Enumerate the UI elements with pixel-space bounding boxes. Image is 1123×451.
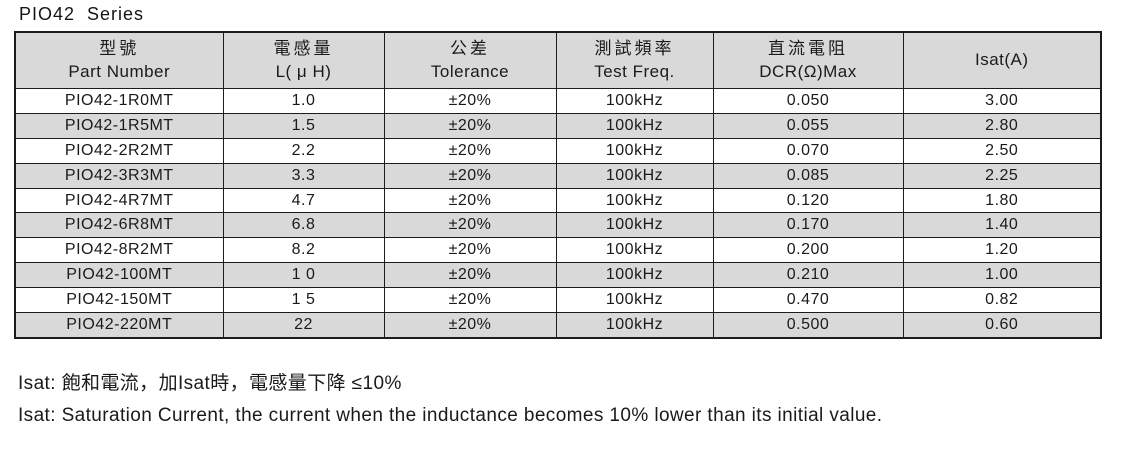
cell-tolerance: ±20% — [383, 162, 557, 189]
cell-dcr: 0.070 — [712, 137, 904, 164]
col-header-inductance-zh: 電感量 — [273, 38, 334, 58]
table-row: PIO42-150MT 1 5 ±20% 100kHz 0.470 0.82 — [14, 287, 1102, 314]
cell-dcr: 0.210 — [712, 262, 904, 289]
cell-isat: 1.80 — [902, 187, 1102, 214]
cell-test-freq: 100kHz — [555, 262, 714, 289]
cell-tolerance: ±20% — [383, 112, 557, 139]
cell-tolerance: ±20% — [383, 88, 557, 114]
table-row: PIO42-8R2MT 8.2 ±20% 100kHz 0.200 1.20 — [14, 237, 1102, 264]
cell-tolerance: ±20% — [383, 312, 557, 339]
cell-test-freq: 100kHz — [555, 112, 714, 139]
col-header-dcr-zh: 直流電阻 — [768, 38, 848, 58]
cell-isat: 1.20 — [902, 237, 1102, 264]
cell-part-number: PIO42-1R5MT — [14, 112, 224, 139]
cell-inductance: 6.8 — [222, 212, 385, 239]
cell-tolerance: ±20% — [383, 237, 557, 264]
cell-dcr: 0.120 — [712, 187, 904, 214]
cell-test-freq: 100kHz — [555, 312, 714, 339]
table-header: 型號 Part Number 電感量 L( μ H) 公差 Tolerance … — [14, 31, 1102, 89]
cell-inductance: 1.5 — [222, 112, 385, 139]
cell-inductance: 8.2 — [222, 237, 385, 264]
cell-tolerance: ±20% — [383, 137, 557, 164]
cell-isat: 2.25 — [902, 162, 1102, 189]
table-body: PIO42-1R0MT 1.0 ±20% 100kHz 0.050 3.00 PIO42-1… — [14, 88, 1102, 339]
cell-isat: 2.50 — [902, 137, 1102, 164]
page-title: PIO42 Series — [19, 4, 145, 24]
note-isat-zh: Isat: 飽和電流，加Isat時，電感量下降 ≤10% — [18, 373, 402, 394]
table-row: PIO42-4R7MT 4.7 ±20% 100kHz 0.120 1.80 — [14, 187, 1102, 214]
col-header-part-number-en: Part Number — [68, 62, 171, 82]
cell-tolerance: ±20% — [383, 212, 557, 239]
cell-test-freq: 100kHz — [555, 88, 714, 114]
col-header-isat-en: Isat(A) — [974, 50, 1029, 70]
cell-test-freq: 100kHz — [555, 237, 714, 264]
col-header-part-number-zh: 型號 — [99, 38, 140, 58]
table-row: PIO42-100MT 1 0 ±20% 100kHz 0.210 1.00 — [14, 262, 1102, 289]
note-isat-en: Isat: Saturation Current, the current wh… — [18, 405, 883, 426]
cell-part-number: PIO42-2R2MT — [14, 137, 224, 164]
cell-test-freq: 100kHz — [555, 137, 714, 164]
cell-isat: 1.40 — [902, 212, 1102, 239]
cell-tolerance: ±20% — [383, 262, 557, 289]
cell-inductance: 4.7 — [222, 187, 385, 214]
cell-part-number: PIO42-1R0MT — [14, 88, 224, 114]
col-header-tolerance-zh: 公差 — [450, 38, 490, 58]
cell-test-freq: 100kHz — [555, 212, 714, 239]
cell-tolerance: ±20% — [383, 187, 557, 214]
cell-inductance: 2.2 — [222, 137, 385, 164]
cell-inductance: 1.0 — [222, 88, 385, 114]
cell-dcr: 0.055 — [712, 112, 904, 139]
cell-tolerance: ±20% — [383, 287, 557, 314]
cell-isat: 2.80 — [902, 112, 1102, 139]
col-header-test-freq: 測試頻率 Test Freq. — [555, 31, 714, 89]
header-row: 型號 Part Number 電感量 L( μ H) 公差 Tolerance … — [14, 31, 1102, 89]
table-row: PIO42-220MT 22 ±20% 100kHz 0.500 0.60 — [14, 312, 1102, 339]
cell-part-number: PIO42-8R2MT — [14, 237, 224, 264]
cell-test-freq: 100kHz — [555, 287, 714, 314]
cell-part-number: PIO42-4R7MT — [14, 187, 224, 214]
cell-isat: 1.00 — [902, 262, 1102, 289]
table-row: PIO42-2R2MT 2.2 ±20% 100kHz 0.070 2.50 — [14, 137, 1102, 164]
col-header-dcr-en: DCR(Ω)Max — [759, 62, 857, 82]
cell-part-number: PIO42-6R8MT — [14, 212, 224, 239]
cell-part-number: PIO42-220MT — [14, 312, 224, 339]
col-header-test-freq-en: Test Freq. — [594, 62, 675, 82]
col-header-tolerance-en: Tolerance — [430, 62, 510, 82]
table-row: PIO42-6R8MT 6.8 ±20% 100kHz 0.170 1.40 — [14, 212, 1102, 239]
cell-dcr: 0.170 — [712, 212, 904, 239]
cell-inductance: 3.3 — [222, 162, 385, 189]
cell-dcr: 0.470 — [712, 287, 904, 314]
cell-dcr: 0.085 — [712, 162, 904, 189]
table-row: PIO42-1R0MT 1.0 ±20% 100kHz 0.050 3.00 — [14, 88, 1102, 114]
col-header-dcr: 直流電阻 DCR(Ω)Max — [712, 31, 904, 89]
cell-dcr: 0.050 — [712, 88, 904, 114]
cell-inductance: 1 5 — [222, 287, 385, 314]
cell-part-number: PIO42-100MT — [14, 262, 224, 289]
cell-inductance: 1 0 — [222, 262, 385, 289]
col-header-tolerance: 公差 Tolerance — [383, 31, 557, 89]
col-header-inductance: 電感量 L( μ H) — [222, 31, 385, 89]
cell-inductance: 22 — [222, 312, 385, 339]
cell-isat: 3.00 — [902, 88, 1102, 114]
table-row: PIO42-1R5MT 1.5 ±20% 100kHz 0.055 2.80 — [14, 112, 1102, 139]
cell-part-number: PIO42-3R3MT — [14, 162, 224, 189]
table-row: PIO42-3R3MT 3.3 ±20% 100kHz 0.085 2.25 — [14, 162, 1102, 189]
col-header-inductance-en: L( μ H) — [275, 62, 332, 82]
col-header-part-number: 型號 Part Number — [14, 31, 224, 89]
cell-test-freq: 100kHz — [555, 162, 714, 189]
cell-part-number: PIO42-150MT — [14, 287, 224, 314]
cell-isat: 0.60 — [902, 312, 1102, 339]
spec-table: 型號 Part Number 電感量 L( μ H) 公差 Tolerance … — [14, 31, 1102, 339]
cell-dcr: 0.500 — [712, 312, 904, 339]
col-header-test-freq-zh: 測試頻率 — [594, 38, 675, 58]
cell-isat: 0.82 — [902, 287, 1102, 314]
cell-dcr: 0.200 — [712, 237, 904, 264]
col-header-isat: Isat(A) — [902, 31, 1102, 89]
cell-test-freq: 100kHz — [555, 187, 714, 214]
